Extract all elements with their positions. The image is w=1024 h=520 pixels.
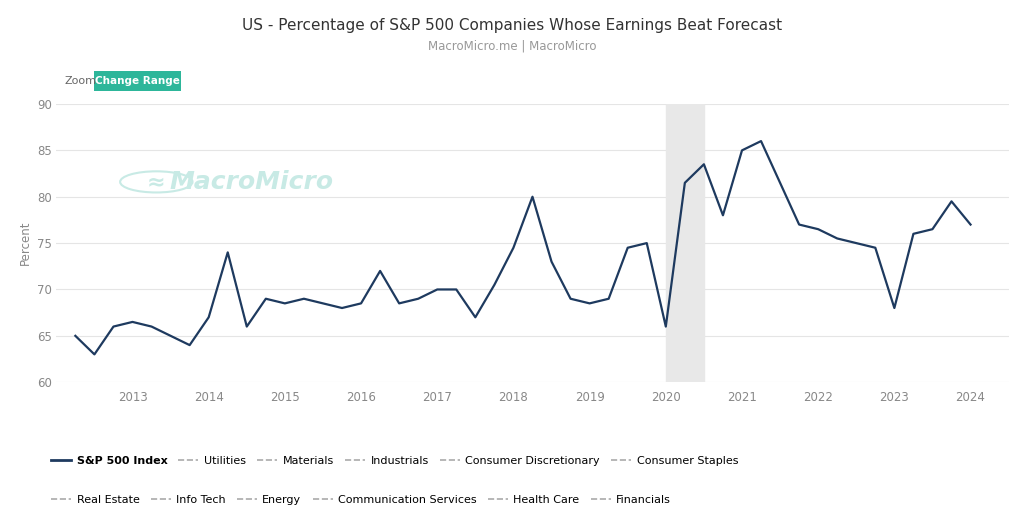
Legend: Real Estate, Info Tech, Energy, Communication Services, Health Care, Financials: Real Estate, Info Tech, Energy, Communic…: [46, 490, 676, 509]
Text: Change Range: Change Range: [95, 76, 180, 86]
Bar: [666, 104, 703, 382]
Text: Zoom: Zoom: [65, 75, 96, 86]
Legend: S&P 500 Index, Utilities, Materials, Industrials, Consumer Discretionary, Consum: S&P 500 Index, Utilities, Materials, Ind…: [46, 451, 742, 470]
Text: MacroMicro: MacroMicro: [170, 170, 334, 194]
Text: MacroMicro.me | MacroMicro: MacroMicro.me | MacroMicro: [428, 39, 596, 52]
Text: ≈: ≈: [147, 172, 166, 192]
Text: US - Percentage of S&P 500 Companies Whose Earnings Beat Forecast: US - Percentage of S&P 500 Companies Who…: [242, 18, 782, 33]
Y-axis label: Percent: Percent: [18, 221, 32, 265]
